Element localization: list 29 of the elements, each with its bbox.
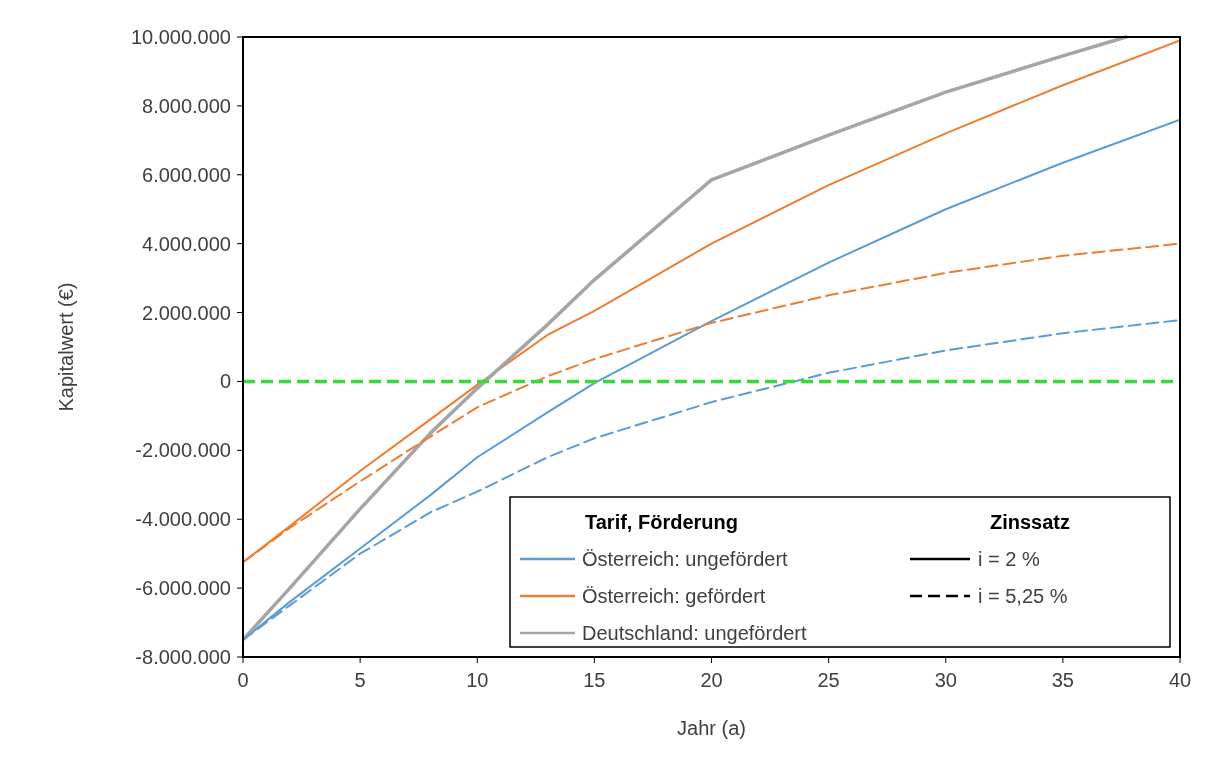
x-tick-label: 20 xyxy=(700,669,723,691)
y-axis-title: Kapitalwert (€) xyxy=(55,282,77,412)
x-axis-title: Jahr (a) xyxy=(677,717,746,739)
y-tick-label: -2.000.000 xyxy=(135,439,231,462)
y-tick-label: 8.000.000 xyxy=(142,94,231,117)
annotation: Zinssatz xyxy=(990,511,1071,533)
y-tick-label: 10.000.000 xyxy=(130,26,231,48)
y-tick-label: 6.000.000 xyxy=(142,163,231,186)
annotation: i = 2 % xyxy=(978,548,1040,570)
x-tick-label: 25 xyxy=(817,669,840,691)
x-tick-label: 5 xyxy=(354,669,366,691)
x-tick-label: 15 xyxy=(583,669,606,691)
annotation: i = 5,25 % xyxy=(978,585,1068,607)
y-tick-label: -4.000.000 xyxy=(135,508,231,531)
x-tick-label: 35 xyxy=(1051,669,1074,691)
x-tick-label: 40 xyxy=(1168,669,1192,691)
legend-label: Deutschland: ungefördert xyxy=(582,622,808,644)
x-tick-label: 10 xyxy=(466,669,489,691)
y-tick-label: 0 xyxy=(219,370,231,393)
y-tick-label: 2.000.000 xyxy=(142,301,231,324)
y-tick-label: -6.000.000 xyxy=(135,577,231,600)
legend-title: Tarif, Förderung xyxy=(585,511,738,533)
legend-label: Österreich: ungefördert xyxy=(582,548,789,570)
y-tick-label: 4.000.000 xyxy=(142,232,231,255)
y-tick-label: -8.000.000 xyxy=(135,646,231,668)
x-tick-label: 30 xyxy=(934,669,957,691)
legend-label: Österreich: gefördert xyxy=(582,585,766,607)
x-tick-label: 0 xyxy=(237,669,249,691)
line-series xyxy=(243,35,1128,642)
